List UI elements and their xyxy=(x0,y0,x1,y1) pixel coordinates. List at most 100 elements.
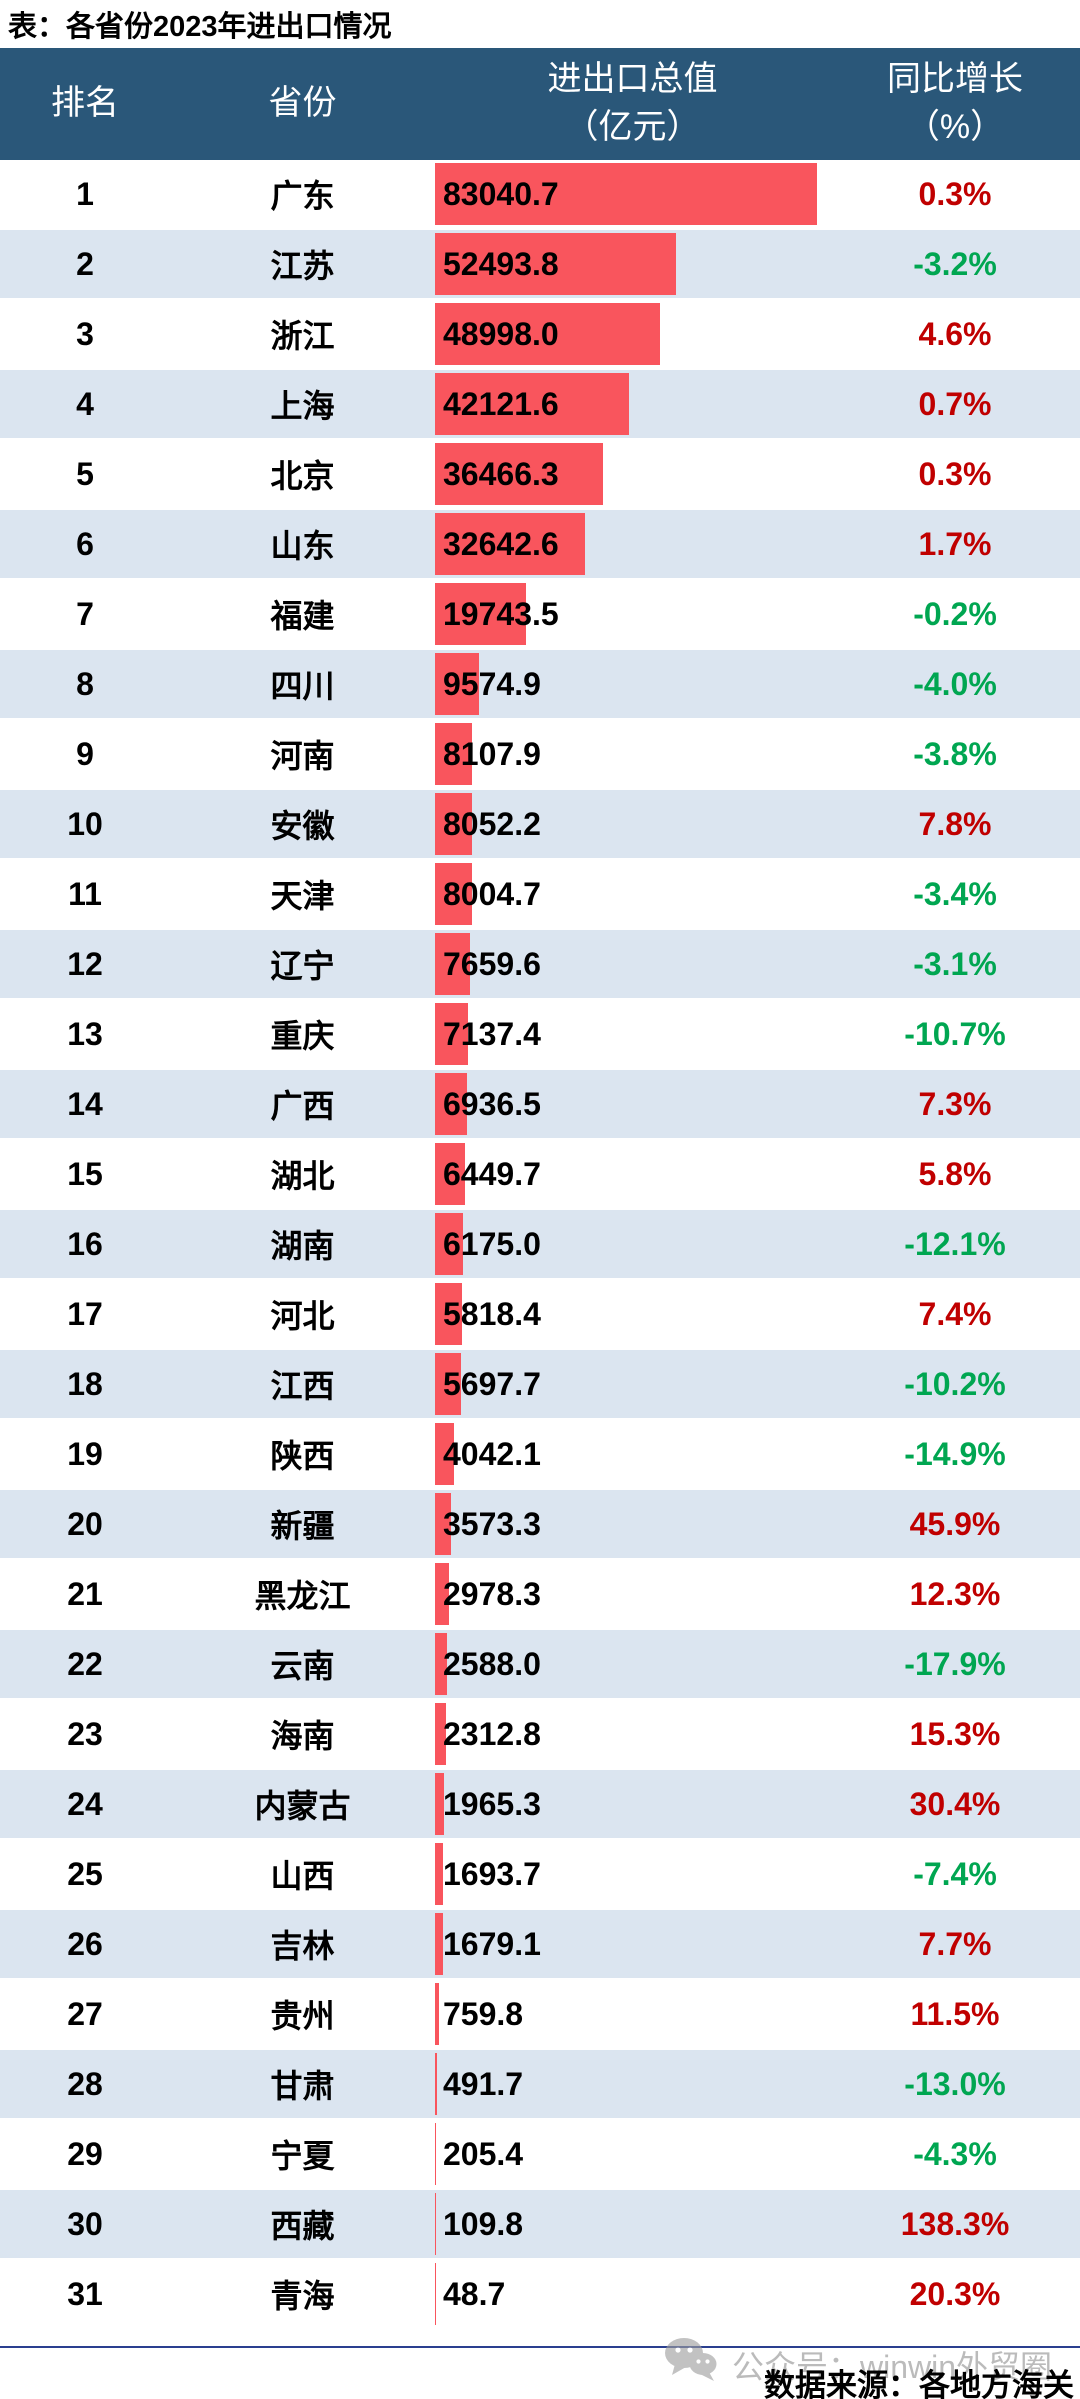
col-header-province: 省份 xyxy=(268,84,337,123)
rank-cell: 20 xyxy=(67,1505,103,1542)
table-row: 21 黑龙江 2978.3 12.3% xyxy=(0,1560,1080,1630)
value-label: 7137.4 xyxy=(443,1016,541,1052)
value-bar xyxy=(435,1003,468,1065)
value-label: 6449.7 xyxy=(443,1156,541,1192)
table-row: 22 云南 2588.0 -17.9% xyxy=(0,1630,1080,1700)
growth-label: -10.2% xyxy=(904,1365,1006,1402)
growth-label: 138.3% xyxy=(900,2205,1010,2242)
value-label: 491.7 xyxy=(443,2066,524,2102)
value-label: 1693.7 xyxy=(443,1856,541,1892)
growth-label: -3.8% xyxy=(913,735,997,772)
value-label: 83040.7 xyxy=(443,176,559,212)
value-bar xyxy=(435,163,817,225)
value-label: 52493.8 xyxy=(443,246,559,282)
rank-cell: 23 xyxy=(67,1715,103,1752)
rank-cell: 30 xyxy=(67,2205,103,2242)
value-label: 48998.0 xyxy=(443,316,559,352)
table-row: 17 河北 5818.4 7.4% xyxy=(0,1280,1080,1350)
growth-label: -3.1% xyxy=(913,945,997,982)
value-label: 1965.3 xyxy=(443,1786,541,1822)
growth-label: -13.0% xyxy=(904,2065,1006,2102)
growth-label: 7.7% xyxy=(918,1925,992,1962)
growth-label: -4.3% xyxy=(913,2135,997,2172)
table-row: 8 四川 9574.9 -4.0% xyxy=(0,650,1080,720)
province-cell: 浙江 xyxy=(270,318,335,354)
table-row: 10 安徽 8052.2 7.8% xyxy=(0,790,1080,860)
value-label: 7659.6 xyxy=(443,946,541,982)
growth-label: 7.8% xyxy=(918,805,992,842)
table-row: 28 甘肃 491.7 -13.0% xyxy=(0,2050,1080,2120)
value-bar xyxy=(435,1353,462,1415)
province-cell: 福建 xyxy=(270,598,335,634)
value-label: 6175.0 xyxy=(443,1226,541,1262)
table-row: 1 广东 83040.7 0.3% xyxy=(0,160,1080,230)
value-bar xyxy=(435,1213,464,1275)
province-cell: 海南 xyxy=(270,1718,335,1754)
rank-cell: 8 xyxy=(76,665,94,702)
table-row: 4 上海 42121.6 0.7% xyxy=(0,370,1080,440)
value-label: 8004.7 xyxy=(443,876,541,912)
growth-label: 0.3% xyxy=(918,175,992,212)
table-row: 16 湖南 6175.0 -12.1% xyxy=(0,1210,1080,1280)
growth-label: 7.3% xyxy=(918,1085,992,1122)
growth-label: 20.3% xyxy=(909,2275,1001,2312)
col-header-value-line2: （亿元） xyxy=(564,108,701,146)
growth-label: 0.3% xyxy=(918,455,992,492)
value-bar xyxy=(435,1843,443,1905)
rank-cell: 5 xyxy=(76,455,94,492)
growth-label: -3.4% xyxy=(913,875,997,912)
footer: 公众号：winwin外贸圈 数据来源：各地方海关 xyxy=(0,2330,1080,2399)
value-bar xyxy=(435,513,586,575)
value-bar xyxy=(435,1423,454,1485)
value-label: 2312.8 xyxy=(443,1716,541,1752)
province-cell: 宁夏 xyxy=(270,2138,335,2174)
value-bar xyxy=(435,2193,436,2255)
value-bar xyxy=(435,933,471,995)
rank-cell: 1 xyxy=(76,175,94,212)
province-cell: 河北 xyxy=(270,1298,335,1334)
table-row: 7 福建 19743.5 -0.2% xyxy=(0,580,1080,650)
table-row: 24 内蒙古 1965.3 30.4% xyxy=(0,1770,1080,1840)
province-cell: 山西 xyxy=(270,1858,335,1894)
province-cell: 广东 xyxy=(270,178,335,214)
value-label: 205.4 xyxy=(443,2136,524,2172)
table-row: 20 新疆 3573.3 45.9% xyxy=(0,1490,1080,1560)
province-cell: 江苏 xyxy=(270,248,335,284)
value-label: 109.8 xyxy=(443,2206,524,2242)
col-header-rank: 排名 xyxy=(51,84,119,123)
province-cell: 北京 xyxy=(270,458,335,494)
value-label: 2978.3 xyxy=(443,1576,541,1612)
value-bar xyxy=(435,1283,462,1345)
table-row: 15 湖北 6449.7 5.8% xyxy=(0,1140,1080,1210)
value-bar xyxy=(435,1563,449,1625)
value-label: 36466.3 xyxy=(443,456,559,492)
rank-cell: 31 xyxy=(67,2275,103,2312)
province-cell: 湖南 xyxy=(270,1228,335,1264)
growth-label: 11.5% xyxy=(910,1995,1000,2032)
value-label: 4042.1 xyxy=(443,1436,541,1472)
value-bar xyxy=(435,1143,465,1205)
rank-cell: 3 xyxy=(76,315,94,352)
rank-cell: 11 xyxy=(68,875,102,912)
value-label: 42121.6 xyxy=(443,386,559,422)
value-label: 5697.7 xyxy=(443,1366,541,1402)
table-row: 29 宁夏 205.4 -4.3% xyxy=(0,2120,1080,2190)
table-row: 18 江西 5697.7 -10.2% xyxy=(0,1350,1080,1420)
growth-label: 30.4% xyxy=(909,1785,1001,1822)
province-cell: 甘肃 xyxy=(270,2068,335,2104)
province-cell: 重庆 xyxy=(270,1018,335,1054)
table-row: 9 河南 8107.9 -3.8% xyxy=(0,720,1080,790)
growth-label: 12.3% xyxy=(909,1575,1001,1612)
rank-cell: 15 xyxy=(67,1155,103,1192)
growth-label: 4.6% xyxy=(918,315,992,352)
province-cell: 陕西 xyxy=(270,1438,335,1474)
value-label: 48.7 xyxy=(443,2276,506,2312)
growth-label: 15.3% xyxy=(909,1715,1001,1752)
data-source-text: 数据来源：各地方海关 xyxy=(764,2368,1074,2399)
table-row: 5 北京 36466.3 0.3% xyxy=(0,440,1080,510)
table-row: 26 吉林 1679.1 7.7% xyxy=(0,1910,1080,1980)
value-label: 9574.9 xyxy=(443,666,541,702)
growth-label: -10.7% xyxy=(904,1015,1006,1052)
table-row: 12 辽宁 7659.6 -3.1% xyxy=(0,930,1080,1000)
